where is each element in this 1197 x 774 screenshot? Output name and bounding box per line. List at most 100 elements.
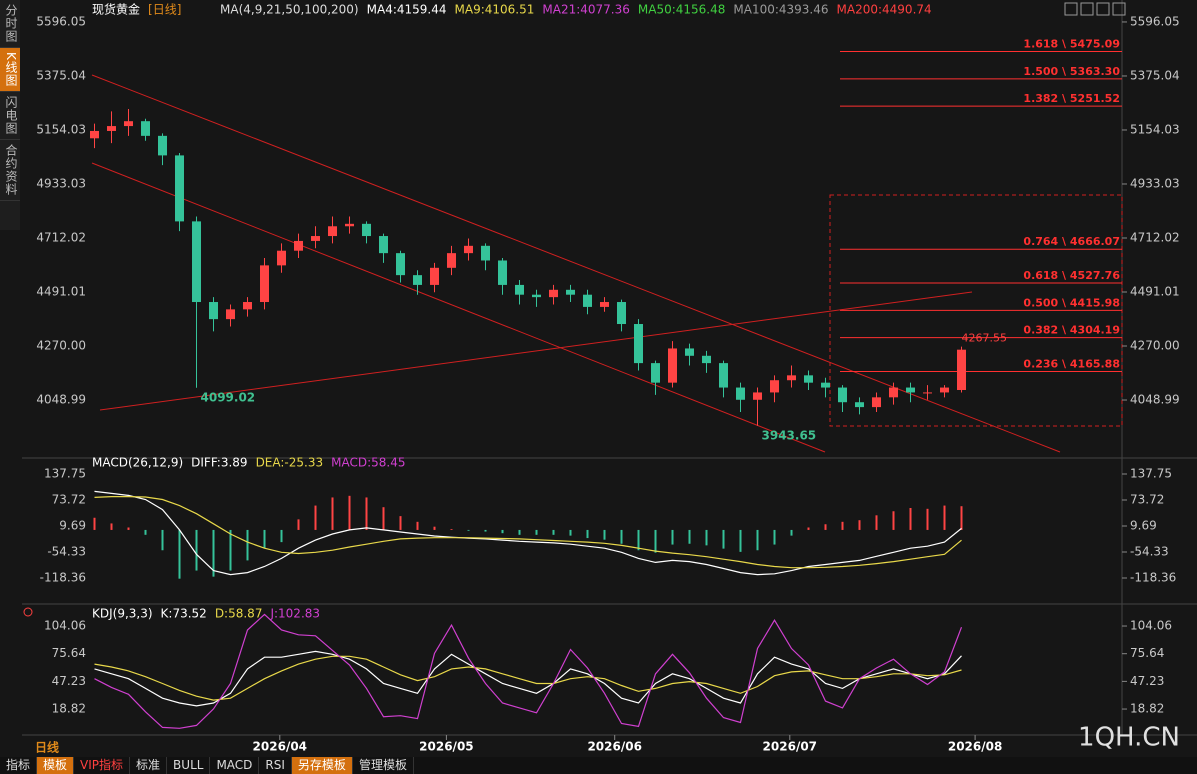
- icon[interactable]: [1112, 2, 1126, 16]
- candle-body: [753, 392, 762, 400]
- indicator-icon[interactable]: [23, 607, 33, 617]
- side-tab[interactable]: K线图: [0, 48, 20, 92]
- candle-body: [957, 349, 966, 390]
- y-tick-label: 18.82: [52, 702, 86, 716]
- legend-item: MA(4,9,21,50,100,200): [220, 3, 359, 17]
- toolbar-button[interactable]: 管理模板: [353, 757, 414, 774]
- y-tick-label: 4491.01: [1130, 285, 1180, 299]
- y-tick-label: 4712.02: [36, 230, 86, 244]
- channel-line: [91, 74, 1061, 453]
- toolbar-button[interactable]: 模板: [37, 757, 75, 774]
- fib-label: 0.382 \ 4304.19: [1023, 324, 1120, 337]
- trend-line: [99, 291, 973, 411]
- fib-label: 1.500 \ 5363.30: [1023, 65, 1120, 78]
- y-tick-label: 4933.03: [1130, 176, 1180, 190]
- candle-body: [736, 387, 745, 400]
- candle-body: [855, 402, 864, 408]
- fib-label: 0.764 \ 4666.07: [1023, 235, 1120, 248]
- y-tick-label: -54.33: [47, 545, 86, 559]
- candle-body: [617, 302, 626, 325]
- x-tick-label: 2026/06: [587, 740, 641, 754]
- candle-body: [243, 302, 252, 310]
- candle-body: [906, 387, 915, 393]
- toolbar-button[interactable]: 另存模板: [291, 757, 353, 774]
- y-tick-label: 5154.03: [1130, 122, 1180, 136]
- candle-body: [923, 392, 932, 394]
- channel-line: [91, 162, 826, 453]
- candle-body: [770, 380, 779, 393]
- side-tab[interactable]: 闪电图: [0, 92, 20, 140]
- y-tick-label: 5375.04: [36, 68, 86, 82]
- candle-body: [226, 309, 235, 320]
- candle-body: [345, 223, 354, 227]
- indicator-line: [94, 613, 963, 729]
- legend-item: MA4:4159.44: [367, 3, 447, 17]
- indicator-line: [94, 655, 962, 701]
- fib-label: 1.382 \ 5251.52: [1023, 92, 1120, 105]
- window-icons[interactable]: [1064, 2, 1126, 16]
- chart: 日线 1QH.CN 2026/04 2026/05 2026/06 2026/07 20…: [22, 0, 1197, 755]
- candle-body: [430, 267, 439, 285]
- y-tick-label: 75.64: [52, 646, 86, 660]
- candle-body: [158, 135, 167, 156]
- x-tick-label: 2026/07: [763, 740, 817, 754]
- candle-body: [787, 375, 796, 381]
- legend-item: DEA:-25.33: [256, 456, 324, 470]
- low-label: 3943.65: [762, 428, 817, 442]
- y-tick-label: 4491.01: [36, 285, 86, 299]
- y-tick-label: 73.72: [52, 492, 86, 506]
- candle-body: [379, 236, 388, 254]
- low-label: 4099.02: [201, 390, 256, 404]
- y-tick-label: 5596.05: [36, 14, 86, 28]
- y-tick-label: 4933.03: [36, 176, 86, 190]
- y-tick-label: 4270.00: [1130, 339, 1180, 353]
- candle-body: [549, 289, 558, 298]
- y-tick-label: 104.06: [44, 619, 86, 633]
- legend-item: MA50:4156.48: [638, 3, 726, 17]
- candle-body: [481, 245, 490, 261]
- fib-label: 0.236 \ 4165.88: [1023, 357, 1120, 370]
- candle-body: [600, 302, 609, 307]
- period-label[interactable]: 日线: [35, 740, 59, 755]
- side-tab[interactable]: 分时图: [0, 0, 20, 48]
- candle-body: [583, 294, 592, 307]
- sidebar: 分时图 K线图 闪电图 合约资料: [0, 0, 20, 230]
- toolbar-button[interactable]: BULL: [167, 757, 211, 774]
- candle-body: [634, 324, 643, 364]
- icon[interactable]: [1080, 2, 1094, 16]
- side-tab[interactable]: 合约资料: [0, 140, 20, 201]
- toolbar-button[interactable]: 标准: [130, 757, 168, 774]
- fib-label: 0.500 \ 4415.98: [1023, 296, 1120, 309]
- candle-body: [872, 397, 881, 408]
- y-tick-label: 5596.05: [1130, 14, 1180, 28]
- icon[interactable]: [1064, 2, 1078, 16]
- legend-item: 现货黄金: [92, 2, 140, 17]
- indicator-line: [94, 496, 962, 569]
- toolbar-button[interactable]: 指标: [0, 757, 38, 774]
- candle-body: [277, 250, 286, 266]
- toolbar-button[interactable]: VIP指标: [74, 757, 131, 774]
- candle-body: [532, 294, 541, 298]
- candle-body: [124, 121, 133, 127]
- candle-body: [192, 221, 201, 303]
- candle-body: [447, 253, 456, 268]
- candle-body: [515, 284, 524, 295]
- candle-body: [719, 363, 728, 388]
- candle-body: [311, 236, 320, 241]
- toolbar-button[interactable]: RSI: [259, 757, 292, 774]
- candle-body: [90, 130, 99, 139]
- legend-item: DIFF:3.89: [191, 456, 247, 470]
- y-tick-label: 9.69: [59, 519, 86, 533]
- candle-body: [702, 355, 711, 364]
- candle-body: [566, 289, 575, 295]
- y-tick-label: 5375.04: [1130, 68, 1180, 82]
- candle-body: [396, 253, 405, 276]
- high-label: 4267.55: [962, 332, 1008, 345]
- candle-body: [668, 348, 677, 383]
- candle-body: [328, 226, 337, 237]
- toolbar-button[interactable]: MACD: [210, 757, 260, 774]
- legend-item: MA100:4393.46: [733, 3, 828, 17]
- icon[interactable]: [1096, 2, 1110, 16]
- y-tick-label: 137.75: [44, 466, 86, 480]
- y-tick-label: 137.75: [1130, 466, 1172, 480]
